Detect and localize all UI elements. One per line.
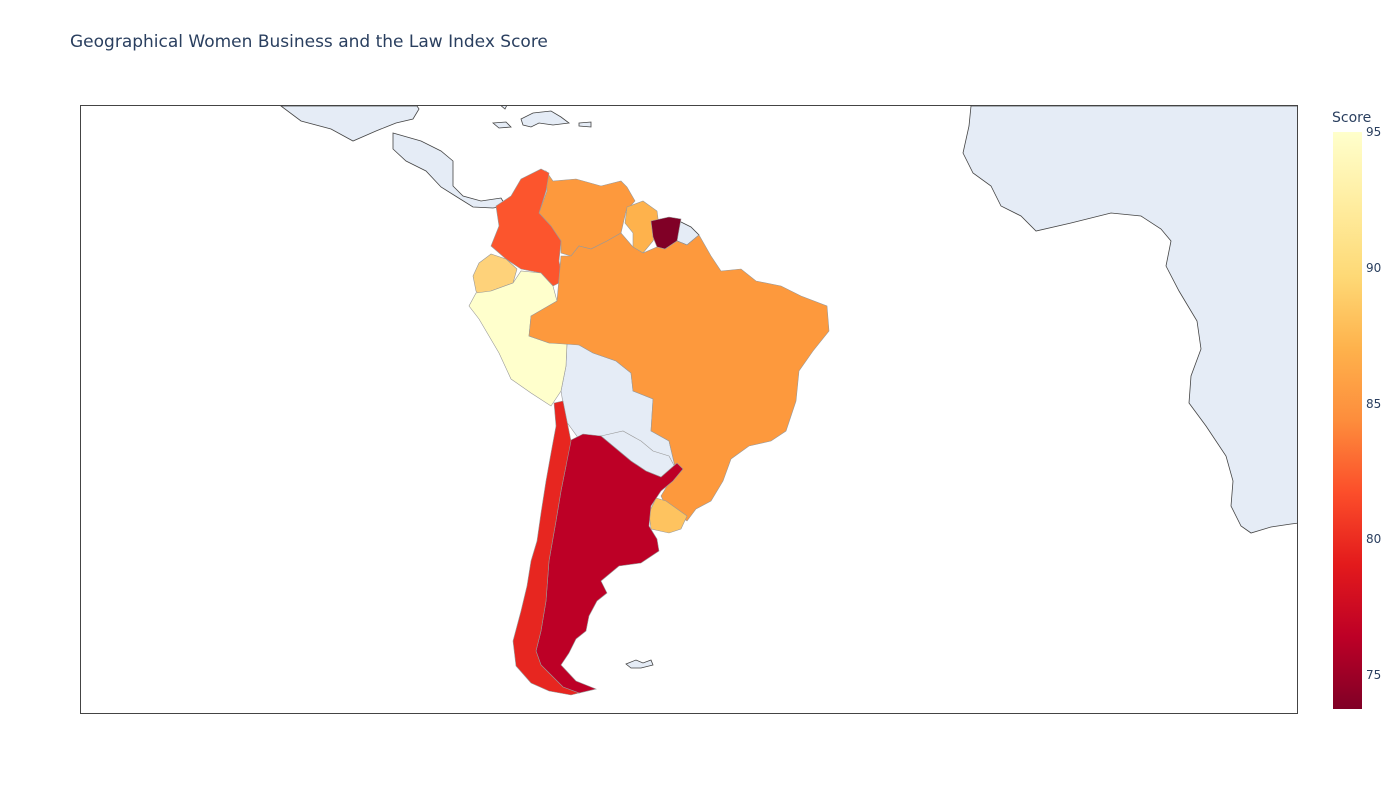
colorbar-gradient: [1333, 132, 1362, 709]
colorbar-title: Score: [1332, 110, 1372, 126]
country-colombia[interactable]: [490, 168, 564, 287]
country-guyana[interactable]: [624, 200, 660, 254]
colorbar-tick-90: 90: [1366, 260, 1382, 275]
colorbar: [1333, 132, 1362, 709]
map-canvas[interactable]: [81, 106, 1298, 714]
falkland-islands: [625, 659, 654, 669]
colorbar-tick-85: 85: [1366, 396, 1382, 411]
colorbar-tick-75: 75: [1366, 668, 1382, 683]
africa-land: [962, 106, 1297, 534]
caribbean-cuba: [491, 106, 592, 129]
colorbar-tick-80: 80: [1366, 532, 1382, 547]
map-frame[interactable]: [80, 105, 1298, 714]
colorbar-tick-95: 95: [1366, 125, 1382, 139]
country-chile[interactable]: [512, 400, 581, 696]
central-america-land: [280, 106, 507, 209]
country-brazil[interactable]: [528, 232, 830, 522]
map-title: Geographical Women Business and the Law …: [70, 32, 548, 52]
